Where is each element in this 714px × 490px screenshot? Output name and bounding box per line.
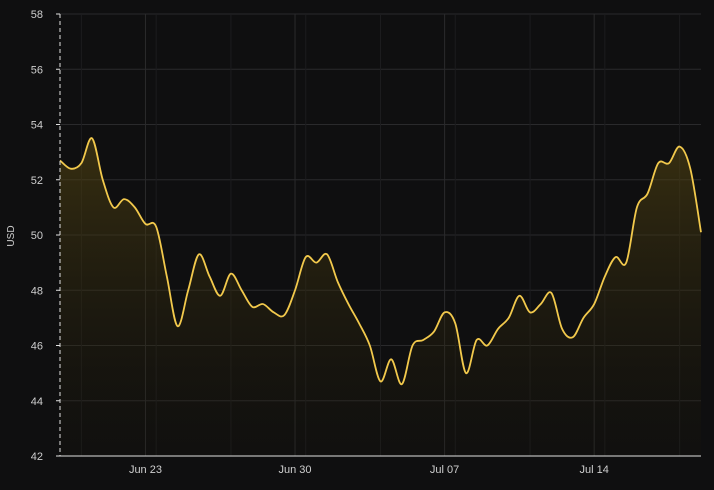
area-layer — [59, 137, 702, 456]
y-axis-label: USD — [6, 225, 17, 246]
series-line — [59, 137, 702, 386]
y-tick-label: 42 — [31, 451, 43, 463]
x-tick-label: Jun 23 — [129, 464, 162, 476]
y-tick-label: 46 — [31, 341, 43, 353]
x-tick-label: Jun 30 — [279, 464, 312, 476]
x-tick-label: Jul 14 — [579, 464, 608, 476]
y-tick-label: 58 — [31, 9, 43, 21]
series-area-fill — [60, 138, 701, 456]
y-tick-label: 50 — [31, 230, 43, 242]
x-tick-label: Jul 07 — [430, 464, 459, 476]
y-tick-label: 44 — [31, 396, 43, 408]
y-tick-label: 52 — [31, 175, 43, 187]
y-tick-label: 56 — [31, 64, 43, 76]
y-tick-label: 48 — [31, 285, 43, 297]
y-tick-label: 54 — [31, 120, 43, 132]
axes: 42 44 46 48 50 52 54 56 58 Jun 23 Jun 30 Jul 07 Jul … — [31, 9, 701, 476]
